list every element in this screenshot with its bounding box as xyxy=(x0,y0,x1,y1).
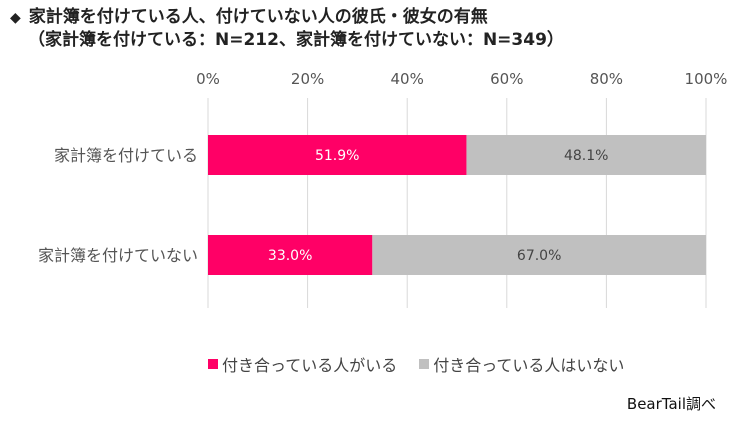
bar-1-series-0 xyxy=(208,235,373,275)
x-tick-label-40: 40% xyxy=(391,70,424,88)
data-label-1-series-1: 67.0% xyxy=(517,248,561,264)
x-tick-label-20: 20% xyxy=(291,70,324,88)
legend-label-no-partner: 付き合っている人はいない xyxy=(433,356,625,375)
title-line-1: 家計簿を付けている人、付けていない人の彼氏・彼女の有無 xyxy=(28,7,488,27)
title-line-2: （家計簿を付けている：N=212、家計簿を付けていない：N=349） xyxy=(28,30,564,50)
legend-item-no-partner: 付き合っている人はいない xyxy=(419,352,624,376)
data-label-0-series-0: 51.9% xyxy=(315,148,359,164)
legend-swatch-no-partner xyxy=(419,359,430,369)
source-note: BearTail調べ xyxy=(626,395,716,413)
x-tick-label-80: 80% xyxy=(590,70,623,88)
chart-title: ◆ 家計簿を付けている人、付けていない人の彼氏・彼女の有無 （家計簿を付けている：… xyxy=(10,6,564,51)
diamond-bullet-icon: ◆ xyxy=(10,10,21,26)
category-label-1: 家計簿を付けていない xyxy=(38,246,198,265)
data-label-1-series-0: 33.0% xyxy=(268,248,312,264)
legend-swatch-has-partner xyxy=(208,359,218,369)
x-tick-label-100: 100% xyxy=(685,70,728,88)
legend-item-has-partner: 付き合っている人がいる xyxy=(208,352,397,376)
bar-0-series-1 xyxy=(466,135,706,175)
data-label-0-series-1: 48.1% xyxy=(564,148,608,164)
bar-1-series-1 xyxy=(372,235,706,275)
x-tick-label-0: 0% xyxy=(196,70,220,88)
category-label-0: 家計簿を付けている xyxy=(54,146,198,165)
x-tick-label-60: 60% xyxy=(490,70,523,88)
legend-label-has-partner: 付き合っている人がいる xyxy=(222,356,398,375)
bar-0-series-0 xyxy=(208,135,467,175)
legend: 付き合っている人がいる 付き合っている人はいない xyxy=(208,352,624,376)
